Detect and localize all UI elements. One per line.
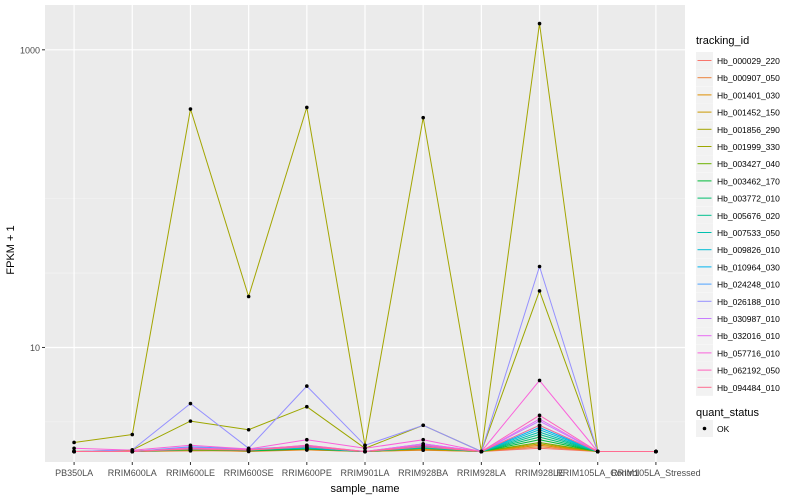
data-point — [188, 447, 193, 451]
y-axis-label: FPKM + 1 — [5, 225, 17, 274]
x-tick-label: RRIM600PE — [282, 468, 332, 478]
legend-label: Hb_026188_010 — [717, 297, 780, 307]
x-tick-label: RRIM600LA — [108, 468, 157, 478]
legend-label: Hb_062192_050 — [717, 366, 780, 376]
x-tick-label: RRIM901LA — [340, 468, 389, 478]
legend-status-title: quant_status — [696, 407, 759, 419]
legend-label: Hb_007533_050 — [717, 228, 780, 238]
x-tick-label: RRIM600LE — [166, 468, 215, 478]
legend-label: Hb_000029_220 — [717, 56, 780, 66]
x-tick-label: RRIM928BA — [398, 468, 448, 478]
legend-items: Hb_000029_220 Hb_000907_050 Hb_001401_030 H… — [696, 52, 780, 396]
data-point — [188, 401, 193, 406]
data-point — [305, 404, 309, 409]
data-point — [72, 449, 76, 454]
data-point — [479, 449, 484, 454]
data-point — [537, 423, 542, 428]
data-point — [130, 449, 135, 454]
x-tick-label: RRIM928LE — [515, 468, 564, 478]
data-point — [363, 449, 367, 454]
data-point — [421, 437, 425, 442]
data-point — [246, 448, 251, 453]
data-point — [537, 378, 542, 383]
legend-status-items: OK — [696, 420, 730, 437]
data-point — [363, 443, 367, 448]
data-point — [537, 440, 542, 445]
legend-label: Hb_001401_030 — [717, 90, 780, 100]
legend-label: Hb_024248_010 — [717, 280, 780, 290]
legend-label: Hb_001856_290 — [717, 125, 780, 135]
legend: tracking_id Hb_000029_220Hb_000907_050Hb… — [696, 35, 780, 437]
legend-label: Hb_010964_030 — [717, 262, 780, 272]
legend-label: Hb_005676_020 — [717, 211, 780, 221]
data-point — [305, 437, 309, 442]
legend-label: Hb_003427_040 — [717, 159, 780, 169]
data-point — [363, 446, 367, 451]
legend-label: Hb_003772_010 — [717, 194, 780, 204]
legend-label: Hb_000907_050 — [717, 73, 780, 83]
data-point — [72, 440, 76, 445]
data-point — [130, 432, 135, 437]
data-point — [537, 289, 542, 293]
legend-label: Hb_009826_010 — [717, 245, 780, 255]
legend-label: Hb_003462_170 — [717, 176, 780, 186]
data-point — [421, 423, 425, 428]
data-point — [246, 427, 251, 432]
legend-key-point — [702, 426, 707, 431]
legend-label: Hb_094484_010 — [717, 383, 780, 393]
data-point — [188, 443, 193, 448]
data-point — [305, 384, 309, 388]
data-point — [537, 264, 542, 269]
y-tick-label: 1000 — [20, 45, 40, 55]
legend-label: Hb_030987_010 — [717, 314, 780, 324]
data-point — [537, 417, 542, 421]
x-tick-label: RRIM105LA_Control — [556, 468, 639, 478]
data-point — [421, 445, 425, 449]
x-tick-label: RRIM600SE — [224, 468, 274, 478]
data-point — [537, 413, 542, 418]
x-axis-label: sample_name — [330, 483, 399, 495]
data-point — [246, 294, 251, 299]
data-point — [72, 446, 76, 451]
data-point — [537, 21, 542, 26]
x-tick-label: PB350LA — [55, 468, 93, 478]
legend-label: OK — [717, 424, 730, 434]
legend-label: Hb_057716_010 — [717, 348, 780, 358]
data-point — [188, 107, 193, 111]
data-point — [537, 435, 542, 439]
data-points — [72, 21, 658, 454]
data-point — [188, 419, 193, 423]
x-tick-label: RRIM928LA — [457, 468, 506, 478]
legend-label: Hb_001999_330 — [717, 142, 780, 152]
legend-title: tracking_id — [696, 35, 749, 47]
data-point — [654, 449, 658, 454]
y-tick-label: 10 — [30, 343, 40, 353]
legend-label: Hb_032016_010 — [717, 331, 780, 341]
data-point — [305, 105, 309, 110]
data-point — [537, 437, 542, 442]
data-point — [421, 115, 425, 120]
legend-label: Hb_001452_150 — [717, 108, 780, 118]
x-tick-label: RRIM105LA_Stressed — [611, 468, 701, 478]
data-point — [305, 445, 309, 449]
data-point — [595, 449, 600, 454]
axes: 10 1000 PB350LA RRIM600LA RRIM600LE RRIM600SE… — [20, 45, 701, 478]
